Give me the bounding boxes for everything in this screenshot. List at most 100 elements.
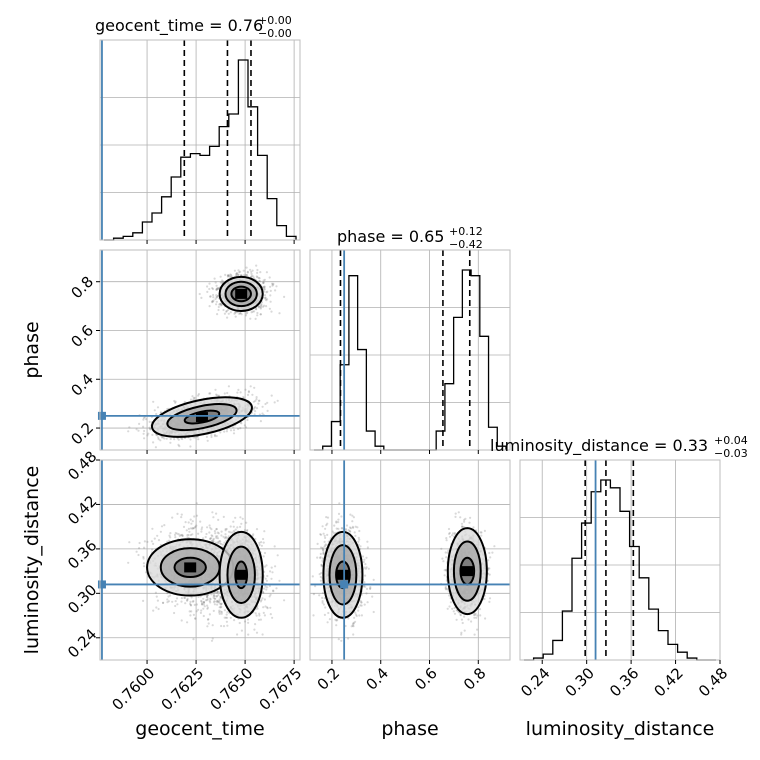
sample-point	[263, 551, 267, 555]
sample-point	[217, 542, 220, 545]
sample-point	[245, 312, 248, 315]
sample-point	[215, 393, 218, 396]
sample-point	[215, 527, 218, 531]
sample-point	[220, 303, 223, 307]
sample-point	[202, 601, 205, 604]
sample-point	[151, 433, 154, 436]
sample-point	[263, 278, 266, 281]
sample-point	[257, 306, 261, 309]
sample-point	[225, 620, 228, 623]
sample-point	[269, 285, 272, 288]
sample-point	[212, 609, 215, 613]
sample-point	[160, 525, 164, 528]
sample-point	[149, 427, 152, 430]
sample-point	[207, 618, 210, 621]
sample-point	[250, 270, 253, 273]
sample-point	[220, 543, 223, 546]
sample-point	[159, 530, 162, 533]
sample-point	[224, 528, 227, 531]
sample-point	[260, 304, 263, 307]
sample-point	[142, 432, 145, 435]
sample-point	[223, 392, 226, 395]
sample-point	[142, 557, 145, 560]
sample-point	[256, 271, 259, 274]
sample-point	[247, 633, 250, 636]
sample-point	[261, 405, 264, 408]
sample-point	[186, 598, 189, 602]
sample-point	[221, 279, 224, 282]
sample-point	[159, 439, 162, 442]
sample-point	[163, 524, 166, 527]
sample-point	[255, 614, 258, 617]
sample-point	[270, 394, 273, 397]
sample-point	[173, 611, 176, 615]
sample-point	[249, 317, 252, 320]
sample-point	[215, 296, 218, 299]
sample-point	[222, 625, 226, 628]
sample-point	[219, 606, 222, 609]
sample-point	[263, 294, 267, 297]
sample-point	[202, 603, 205, 606]
sample-point	[128, 541, 131, 544]
sample-point	[143, 565, 146, 568]
sample-point	[212, 293, 215, 297]
sample-point	[208, 392, 211, 395]
sample-point	[194, 617, 197, 620]
sample-point	[127, 561, 130, 564]
sample-point	[233, 312, 236, 315]
sample-point	[138, 422, 141, 425]
sample-point	[266, 401, 269, 404]
sample-point	[238, 621, 241, 625]
sample-point	[218, 598, 221, 601]
sample-point	[153, 409, 156, 412]
sample-point	[155, 595, 158, 598]
sample-point	[244, 426, 248, 429]
sample-point	[167, 595, 170, 598]
sample-point	[263, 304, 266, 307]
sample-point	[232, 429, 236, 432]
sample-point	[261, 590, 264, 593]
sample-point	[211, 287, 215, 291]
sample-point	[263, 614, 266, 617]
sample-point	[156, 434, 159, 437]
sample-point	[211, 637, 214, 640]
sample-point	[246, 311, 249, 314]
sample-point	[202, 597, 205, 600]
sample-point	[234, 516, 237, 519]
sample-point	[259, 313, 262, 316]
sample-point	[154, 591, 157, 594]
sample-point	[169, 437, 172, 441]
sample-point	[206, 618, 210, 621]
sample-point	[247, 390, 250, 393]
sample-point	[128, 426, 131, 429]
sample-point	[206, 598, 209, 601]
sample-point	[251, 269, 254, 272]
sample-point	[237, 269, 240, 272]
sample-point	[206, 594, 209, 597]
sample-point	[235, 272, 238, 275]
sample-point	[255, 398, 258, 401]
sample-point	[180, 513, 183, 516]
sample-point	[210, 528, 213, 531]
sample-point	[276, 554, 279, 557]
sample-point	[160, 436, 164, 439]
sample-point	[254, 399, 257, 402]
sample-point	[213, 435, 217, 438]
sample-point	[259, 618, 262, 621]
sample-point	[202, 614, 205, 618]
sample-point	[268, 584, 271, 588]
sample-point	[142, 416, 145, 420]
sample-point	[265, 271, 268, 274]
sample-point	[262, 281, 265, 284]
sample-point	[135, 550, 138, 553]
sample-point	[193, 396, 196, 399]
sample-point	[255, 308, 258, 311]
sample-point	[278, 579, 281, 582]
sample-point	[189, 438, 192, 441]
sample-point	[191, 533, 194, 536]
sample-point	[191, 527, 194, 530]
sample-point	[157, 436, 160, 439]
sample-point	[200, 609, 203, 612]
sample-point	[209, 392, 212, 395]
sample-point	[230, 274, 233, 277]
